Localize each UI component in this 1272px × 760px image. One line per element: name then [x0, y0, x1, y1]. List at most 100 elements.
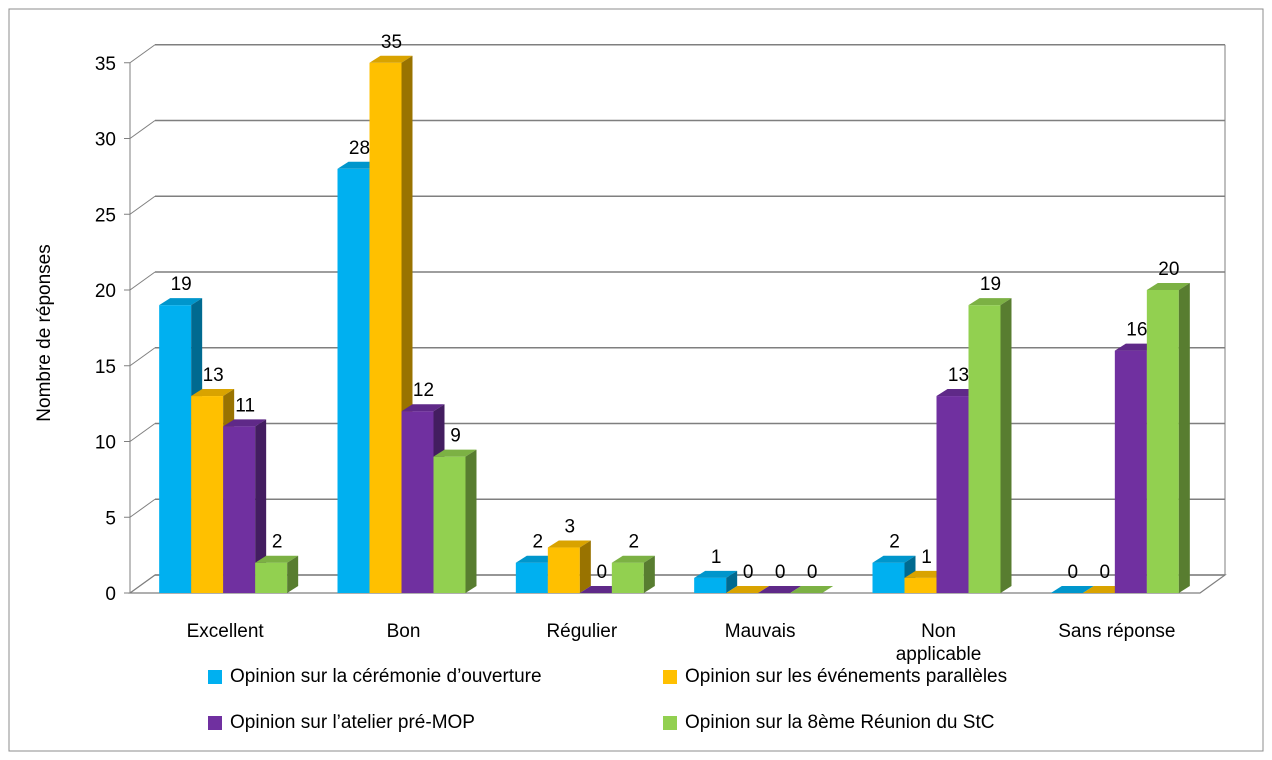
bar-front	[191, 396, 224, 593]
bar-top	[401, 404, 445, 412]
legend-item: Opinion sur l’atelier pré-MOP	[208, 712, 475, 734]
bar-top	[191, 389, 235, 397]
bar	[790, 586, 834, 593]
bar-front	[433, 456, 466, 593]
bar	[433, 449, 477, 593]
bar-side	[579, 540, 591, 593]
bar-front	[255, 562, 288, 593]
bar-top	[872, 555, 916, 563]
data-label: 0	[1068, 562, 1079, 583]
bar	[255, 555, 299, 593]
bar	[547, 540, 591, 593]
legend-label: Opinion sur la 8ème Réunion du StC	[685, 712, 995, 733]
bar-top	[433, 449, 477, 457]
bar-front	[159, 305, 192, 593]
bar-top	[1146, 283, 1190, 290]
bar-front	[904, 577, 937, 593]
bar-front	[223, 426, 256, 593]
bar-top	[611, 555, 655, 563]
category-label: Régulier	[546, 621, 617, 642]
bar-top	[547, 540, 591, 548]
bar-side	[643, 555, 655, 593]
data-label: 9	[450, 426, 461, 447]
bar-top	[369, 55, 413, 63]
gridline-connector	[129, 347, 156, 367]
data-label: 19	[980, 274, 1001, 295]
gridline-connector	[129, 195, 156, 215]
bar	[223, 419, 267, 593]
gridline-connector	[129, 271, 156, 291]
y-tick-label: 20	[95, 281, 116, 302]
bar-top	[790, 586, 834, 593]
data-label: 0	[1100, 562, 1111, 583]
data-label: 1	[711, 547, 722, 568]
bar-side	[287, 555, 299, 593]
data-label: 2	[889, 532, 900, 553]
bar-top	[726, 586, 770, 593]
bar-side	[726, 570, 738, 593]
category-label: Sans réponse	[1058, 621, 1175, 642]
bar-front	[515, 562, 548, 593]
legend: Opinion sur la cérémonie d’ouverture Opin…	[208, 666, 1108, 756]
bar-top	[694, 570, 738, 578]
data-label: 2	[629, 532, 640, 553]
bar-front	[936, 396, 969, 593]
bar-front	[872, 562, 905, 593]
data-label: 0	[775, 562, 786, 583]
bar	[726, 586, 770, 593]
bar	[968, 298, 1012, 593]
bar-front	[968, 305, 1001, 593]
data-label: 12	[413, 380, 434, 401]
legend-swatch	[208, 670, 222, 684]
data-label: 3	[565, 517, 576, 538]
bar-top	[223, 419, 267, 427]
bar	[758, 586, 802, 593]
legend-label: Opinion sur les événements parallèles	[685, 666, 1008, 687]
bar-side	[1178, 283, 1190, 593]
legend-swatch	[208, 716, 222, 730]
category-label: Excellent	[187, 621, 265, 642]
bar-side	[1000, 298, 1012, 593]
bar-front	[1114, 350, 1147, 593]
data-label: 0	[807, 562, 818, 583]
data-label: 11	[235, 395, 255, 416]
bars	[159, 55, 1190, 594]
gridline-connector	[129, 120, 156, 139]
bar	[694, 570, 738, 593]
bar-front	[694, 577, 727, 593]
data-label: 16	[1126, 320, 1147, 341]
y-tick-label: 10	[95, 433, 116, 454]
category-label: Mauvais	[725, 621, 796, 642]
data-label: 0	[597, 562, 608, 583]
bar	[1050, 586, 1094, 593]
legend-item: Opinion sur la cérémonie d’ouverture	[208, 666, 542, 688]
gridline-connector	[129, 44, 156, 64]
data-label: 0	[743, 562, 754, 583]
y-tick-label: 25	[95, 205, 116, 226]
y-tick-label: 35	[95, 54, 116, 75]
category-label: applicable	[896, 644, 982, 665]
data-label: 20	[1158, 259, 1179, 280]
legend-item: Opinion sur la 8ème Réunion du StC	[663, 712, 994, 734]
legend-label: Opinion sur la cérémonie d’ouverture	[230, 666, 542, 687]
data-label: 13	[948, 365, 969, 386]
data-label: 19	[171, 274, 192, 295]
data-label: 35	[381, 32, 402, 53]
legend-item: Opinion sur les événements parallèles	[663, 666, 1007, 688]
bar-top	[159, 298, 203, 306]
legend-swatch	[663, 670, 677, 684]
bar	[1146, 283, 1190, 593]
data-label: 1	[921, 547, 932, 568]
bar-front	[547, 547, 580, 593]
bar	[369, 55, 413, 593]
bar-top	[758, 586, 802, 593]
y-axis-title: Nombre de réponses	[34, 244, 55, 421]
bar-front	[611, 562, 644, 593]
bar-front	[1146, 290, 1179, 593]
chart-border	[8, 8, 1264, 752]
category-label: Non	[921, 621, 956, 642]
